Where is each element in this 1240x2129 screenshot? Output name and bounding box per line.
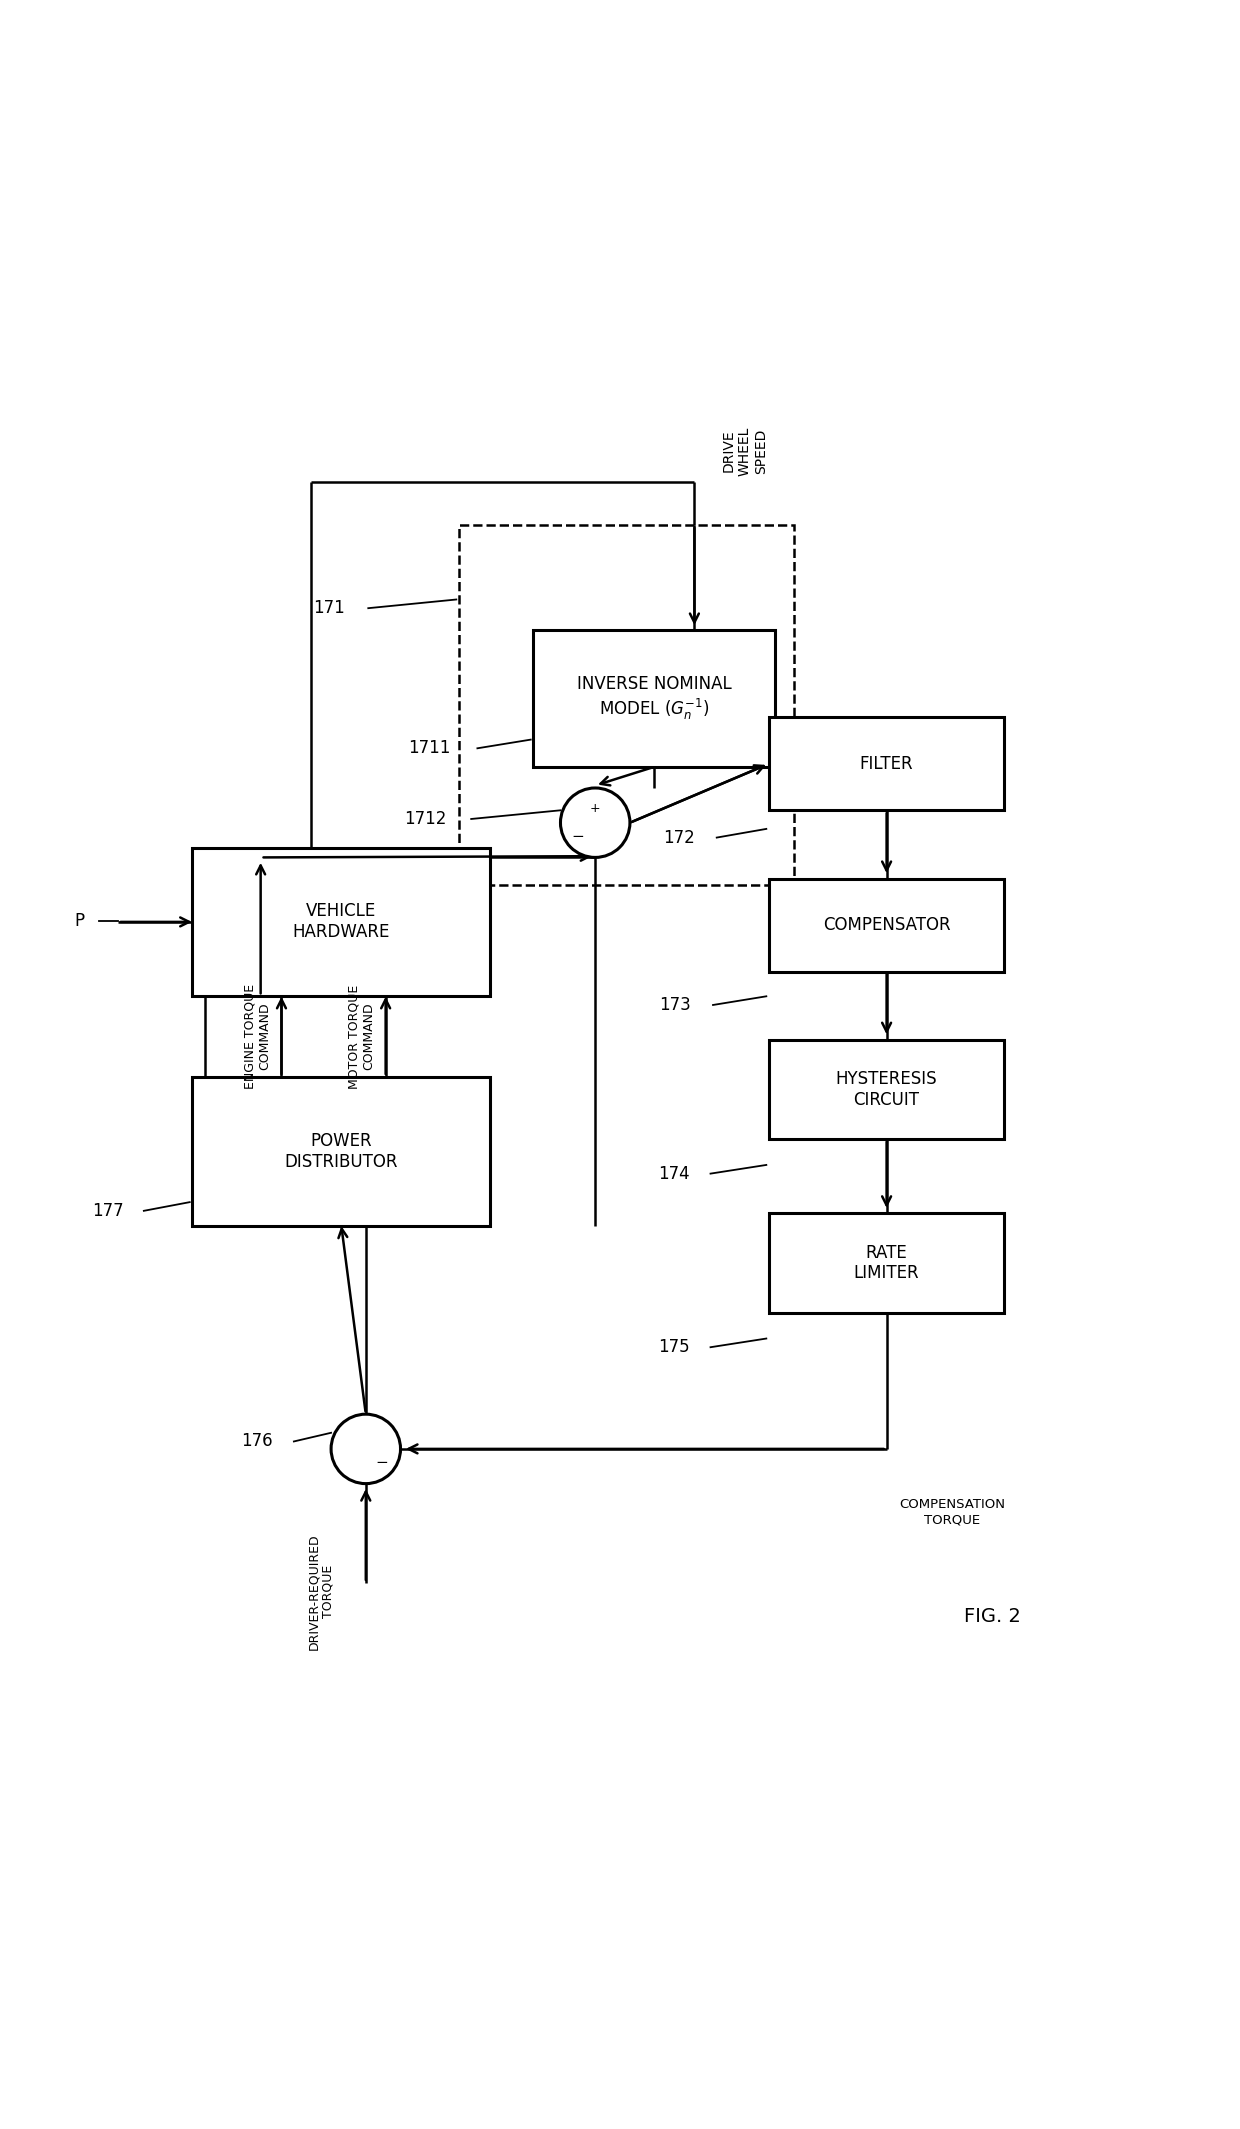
Text: 175: 175 xyxy=(657,1339,689,1356)
Bar xyxy=(769,717,1004,811)
Bar xyxy=(769,1039,1004,1139)
Bar xyxy=(769,879,1004,971)
Text: 173: 173 xyxy=(658,996,691,1013)
Text: ENGINE TORQUE
COMMAND: ENGINE TORQUE COMMAND xyxy=(243,984,272,1090)
Text: DRIVE
WHEEL
SPEED: DRIVE WHEEL SPEED xyxy=(722,426,768,475)
Bar xyxy=(533,630,775,766)
Text: 174: 174 xyxy=(657,1165,689,1182)
Bar xyxy=(192,847,490,996)
Text: COMPENSATOR: COMPENSATOR xyxy=(823,915,950,935)
Text: COMPENSATION
TORQUE: COMPENSATION TORQUE xyxy=(899,1499,1004,1526)
Text: +: + xyxy=(590,803,600,815)
Text: P: P xyxy=(74,911,84,930)
Text: HYSTERESIS
CIRCUIT: HYSTERESIS CIRCUIT xyxy=(836,1071,937,1109)
Text: 1712: 1712 xyxy=(404,809,446,828)
Text: POWER
DISTRIBUTOR: POWER DISTRIBUTOR xyxy=(284,1133,398,1171)
Text: DRIVER-REQUIRED
TORQUE: DRIVER-REQUIRED TORQUE xyxy=(306,1533,335,1650)
Text: −: − xyxy=(572,828,584,843)
Circle shape xyxy=(560,788,630,858)
Text: 176: 176 xyxy=(241,1433,273,1450)
Text: 171: 171 xyxy=(312,598,345,617)
Text: 177: 177 xyxy=(92,1201,124,1220)
Text: VEHICLE
HARDWARE: VEHICLE HARDWARE xyxy=(293,903,389,941)
Text: INVERSE NOMINAL
MODEL ($G_n^{-1}$): INVERSE NOMINAL MODEL ($G_n^{-1}$) xyxy=(577,675,732,722)
Text: RATE
LIMITER: RATE LIMITER xyxy=(854,1243,919,1282)
Bar xyxy=(769,1214,1004,1311)
Text: FIG. 2: FIG. 2 xyxy=(963,1607,1021,1627)
Circle shape xyxy=(331,1414,401,1484)
Bar xyxy=(459,526,794,886)
Text: 1711: 1711 xyxy=(408,739,450,758)
Text: 172: 172 xyxy=(662,828,694,847)
Text: −: − xyxy=(374,1456,388,1471)
Text: FILTER: FILTER xyxy=(859,756,914,773)
Text: MOTOR TORQUE
COMMAND: MOTOR TORQUE COMMAND xyxy=(347,984,376,1088)
Bar xyxy=(192,1077,490,1226)
